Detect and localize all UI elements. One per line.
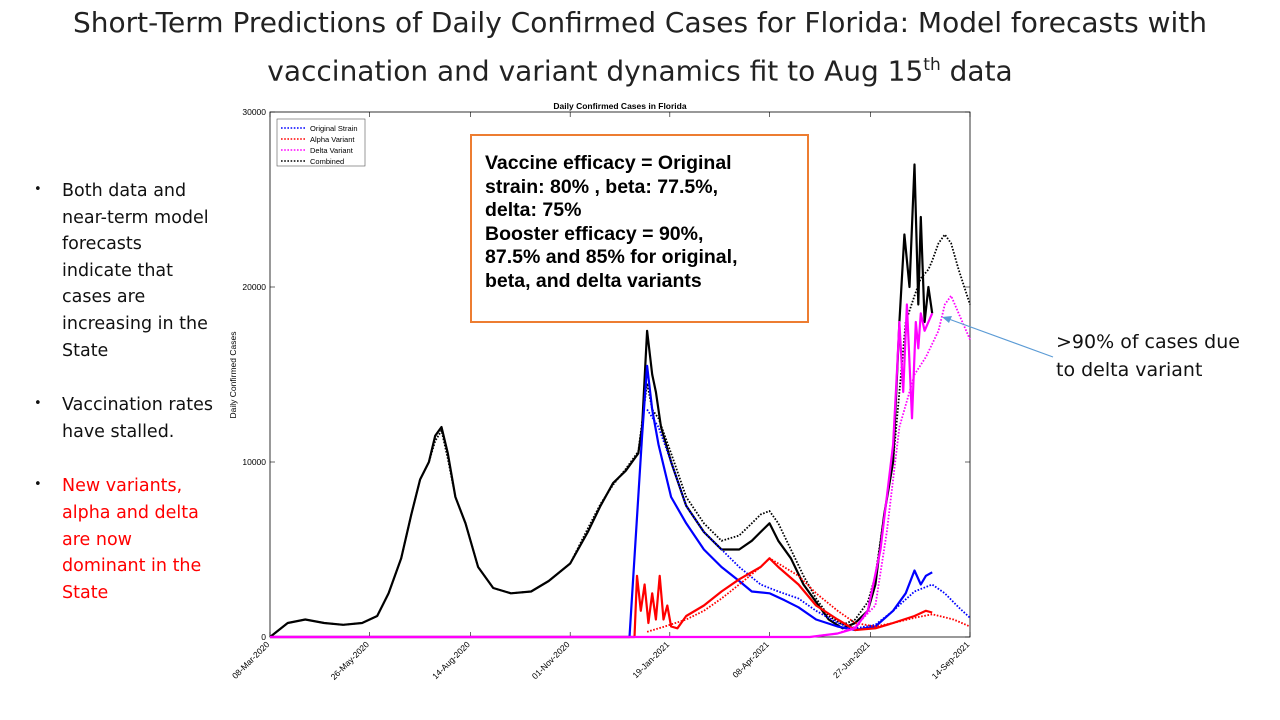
delta-annotation: >90% of cases due to delta variant bbox=[1056, 328, 1240, 384]
title-line-2-tail: data bbox=[940, 54, 1013, 88]
annotation-arrowhead bbox=[942, 316, 952, 323]
info-line: beta, and delta variants bbox=[485, 269, 702, 292]
series-line bbox=[270, 364, 933, 639]
title-line-2-text: vaccination and variant dynamics fit to … bbox=[267, 54, 924, 88]
series-line bbox=[646, 409, 971, 630]
y-tick-label: 20000 bbox=[242, 282, 266, 292]
series-lines bbox=[269, 163, 971, 639]
slide-title: Short-Term Predictions of Daily Confirme… bbox=[0, 2, 1280, 92]
info-line: strain: 80% , beta: 77.5%, bbox=[485, 175, 719, 198]
series-line bbox=[809, 294, 971, 638]
bullet-text: Both data and near-term model forecasts … bbox=[62, 181, 209, 361]
x-tick-label: 01-Nov-2020 bbox=[530, 639, 572, 681]
bullet-text: Vaccination rates have stalled. bbox=[62, 395, 214, 442]
info-line: 87.5% and 85% for original, bbox=[485, 246, 738, 268]
y-tick-label: 0 bbox=[261, 632, 266, 642]
series-line bbox=[270, 303, 934, 639]
bullet-list: • Both data and near-term model forecasts… bbox=[34, 178, 214, 606]
y-axis-label: Daily Confirmed Cases bbox=[228, 332, 238, 419]
y-tick-label: 30000 bbox=[242, 107, 266, 117]
title-superscript: th bbox=[923, 55, 941, 75]
chart-title: Daily Confirmed Cases in Florida bbox=[553, 101, 686, 111]
info-line: Vaccine efficacy = Original bbox=[485, 152, 732, 174]
title-line-1: Short-Term Predictions of Daily Confirme… bbox=[73, 6, 1207, 39]
bullet-dot-icon: • bbox=[34, 182, 42, 197]
info-line: delta: 75% bbox=[485, 199, 582, 221]
y-tick-label: 10000 bbox=[242, 457, 266, 467]
x-tick-label: 27-Jun-2021 bbox=[831, 639, 872, 680]
bullet-item: • New variants, alpha and delta are now d… bbox=[34, 473, 214, 606]
annotation-arrow bbox=[945, 317, 1054, 358]
legend-box bbox=[276, 118, 366, 167]
x-tick-label: 14-Sep-2021 bbox=[930, 639, 972, 681]
legend-label: Alpha Variant bbox=[310, 135, 355, 144]
legend-label: Original Strain bbox=[310, 124, 358, 133]
info-line: Booster efficacy = 90%, bbox=[485, 222, 704, 245]
series-line bbox=[269, 233, 971, 638]
bullet-dot-icon: • bbox=[34, 396, 42, 412]
legend-label: Combined bbox=[310, 157, 344, 166]
efficacy-info-box: Vaccine efficacy = Original strain: 80% … bbox=[470, 134, 809, 323]
x-tick-label: 08-Apr-2021 bbox=[730, 639, 771, 680]
x-tick-label: 26-May-2020 bbox=[329, 639, 372, 682]
bullet-dot-icon: • bbox=[34, 477, 42, 493]
series-line bbox=[270, 557, 933, 639]
x-tick-label: 08-Mar-2020 bbox=[230, 639, 272, 681]
x-tick-label: 14-Aug-2020 bbox=[430, 639, 472, 681]
legend: Original Strain Alpha Variant Delta Varian… bbox=[276, 118, 366, 167]
bullet-item: • Vaccination rates have stalled. bbox=[34, 392, 214, 445]
x-tick-label: 19-Jan-2021 bbox=[630, 639, 671, 680]
annotation-line: >90% of cases due bbox=[1056, 331, 1240, 353]
bullet-text: New variants, alpha and delta are now do… bbox=[62, 476, 202, 603]
annotation-line: to delta variant bbox=[1056, 359, 1203, 381]
bullet-item: • Both data and near-term model forecasts… bbox=[34, 178, 214, 364]
legend-label: Delta Variant bbox=[310, 146, 354, 155]
title-line-2: vaccination and variant dynamics fit to … bbox=[0, 44, 1280, 92]
